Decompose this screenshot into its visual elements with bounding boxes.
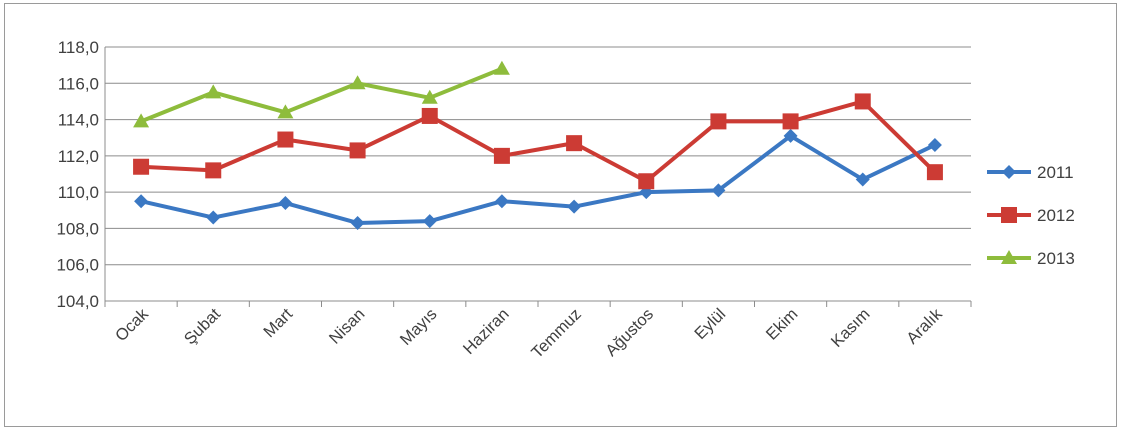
data-point-2011-ekim <box>783 128 798 143</box>
legend-label-2011: 2011 <box>1037 163 1074 182</box>
line-chart: 104,0 106,0 108,0 110,0 112,0 114,0 116,0 118,0… <box>56 38 1075 362</box>
x-tick-label-ekim: Ekim <box>763 305 802 344</box>
data-point-2011-haziran <box>494 194 509 209</box>
y-tick-label: 114,0 <box>58 111 99 130</box>
series-lines <box>133 60 943 230</box>
data-point-2013-haziran <box>493 60 510 75</box>
data-point-2012-agustos <box>638 173 655 190</box>
x-tick-label-mart: Mart <box>260 305 296 341</box>
legend-marker-2012 <box>1001 207 1017 223</box>
data-point-2012-subat <box>205 162 222 179</box>
series-line-2013 <box>140 66 503 124</box>
data-point-2012-haziran <box>493 147 510 164</box>
series-line-2012 <box>140 99 937 184</box>
data-point-2011-temmuz <box>567 199 582 214</box>
y-tick-label: 110,0 <box>58 183 99 202</box>
data-point-2011-ocak <box>134 194 149 209</box>
x-tick-label-kasim: Kasım <box>828 305 874 351</box>
data-point-2012-ekim <box>782 113 799 130</box>
x-tick-label-aralik: Aralık <box>903 305 946 348</box>
series-2013 <box>133 60 510 128</box>
data-point-2013-ocak <box>133 113 150 128</box>
data-point-2013-nisan <box>349 75 366 90</box>
series-2012 <box>133 93 943 190</box>
y-tick-label: 108,0 <box>56 219 99 238</box>
chart-frame: 104,0 106,0 108,0 110,0 112,0 114,0 116,0 118,0… <box>4 3 1117 427</box>
legend-marker-2011 <box>1002 165 1016 179</box>
x-tick-label-eylul: Eylül <box>691 305 729 343</box>
data-point-2012-kasim <box>854 93 871 110</box>
x-tick-label-nisan: Nisan <box>326 305 369 348</box>
x-axis-tick-labels: Ocak Şubat Mart Nisan Mayıs Haziran Temmuz Ağus… <box>112 305 946 362</box>
legend-marker-2013 <box>1001 250 1017 264</box>
x-tick-label-ocak: Ocak <box>112 305 152 345</box>
data-point-2013-subat <box>205 84 222 99</box>
data-point-2012-eylul <box>710 113 727 130</box>
data-point-2011-subat <box>206 210 221 225</box>
data-point-2012-ocak <box>133 158 150 175</box>
data-point-2013-mayis <box>421 89 438 104</box>
data-point-2011-nisan <box>350 215 365 230</box>
data-point-2013-mart <box>277 104 294 119</box>
series-2011 <box>134 128 942 230</box>
legend-item-2013: 2013 <box>987 249 1075 268</box>
x-tick-label-agustos: Ağustos <box>602 305 657 360</box>
data-point-2011-eylul <box>711 183 726 198</box>
x-tick-label-subat: Şubat <box>181 305 225 349</box>
y-tick-label: 112,0 <box>58 147 99 166</box>
data-point-2011-kasim <box>855 172 870 187</box>
legend-item-2012: 2012 <box>987 206 1075 225</box>
legend-label-2012: 2012 <box>1037 206 1075 225</box>
x-tick-label-temmuz: Temmuz <box>528 305 585 362</box>
data-point-2012-nisan <box>349 142 366 159</box>
data-point-2012-mart <box>277 131 294 148</box>
x-tick-label-mayis: Mayıs <box>397 305 441 349</box>
y-axis-tick-labels: 104,0 106,0 108,0 110,0 112,0 114,0 116,0 118,0 <box>56 38 99 311</box>
data-point-2012-mayis <box>421 107 438 124</box>
series-line-2011 <box>140 133 936 225</box>
legend-label-2013: 2013 <box>1037 249 1075 268</box>
data-point-2011-mayis <box>422 214 437 229</box>
y-tick-label: 104,0 <box>56 292 99 311</box>
data-point-2012-temmuz <box>566 135 583 152</box>
y-tick-label: 116,0 <box>58 74 99 93</box>
legend-item-2011: 2011 <box>987 163 1074 182</box>
gridlines <box>104 46 972 307</box>
data-point-2012-aralik <box>926 164 943 181</box>
legend: 2011 2012 2013 <box>987 163 1075 268</box>
data-point-2011-aralik <box>927 137 942 152</box>
x-tick-label-haziran: Haziran <box>460 305 513 358</box>
y-tick-label: 106,0 <box>56 256 99 275</box>
y-tick-label: 118,0 <box>58 38 99 57</box>
data-point-2011-mart <box>278 196 293 211</box>
